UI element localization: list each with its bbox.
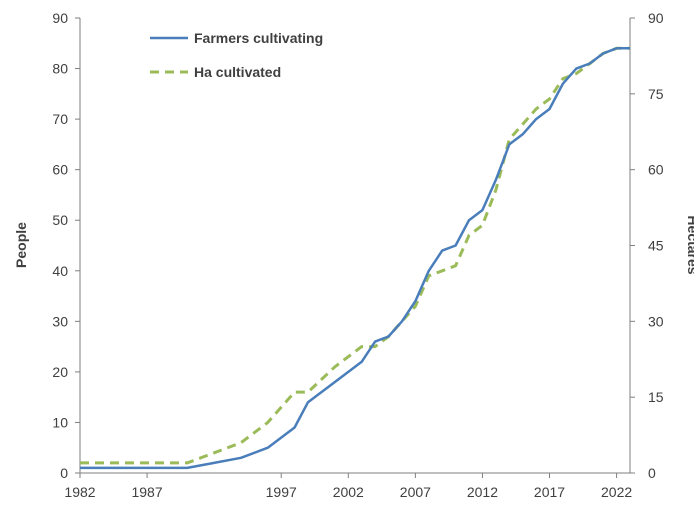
left-tick-label: 80	[52, 61, 68, 77]
left-tick-label: 30	[52, 313, 68, 329]
left-y-ticks: 0 10 20 30 40 50 60 70 80 90	[52, 10, 80, 481]
right-tick-label: 45	[648, 238, 664, 254]
x-ticks: 1982 1987 1997 2002 2007 2012 2017 2022	[64, 473, 632, 500]
right-tick-label: 30	[648, 313, 664, 329]
left-tick-label: 60	[52, 162, 68, 178]
left-tick-label: 10	[52, 414, 68, 430]
x-tick-label: 2022	[601, 484, 632, 500]
x-tick-label: 1987	[131, 484, 162, 500]
right-tick-label: 0	[648, 465, 656, 481]
x-tick-label: 2002	[333, 484, 364, 500]
legend-label-hectares: Ha cultivated	[194, 64, 281, 80]
x-tick-label: 2012	[467, 484, 498, 500]
legend: Farmers cultivating Ha cultivated	[150, 30, 323, 80]
series-line-farmers	[80, 47, 630, 470]
right-axis-title: Hectares	[685, 215, 694, 274]
left-tick-label: 50	[52, 212, 68, 228]
right-tick-label: 90	[648, 10, 664, 26]
right-tick-label: 75	[648, 86, 664, 102]
left-axis-title: People	[13, 222, 29, 268]
left-tick-label: 70	[52, 111, 68, 127]
legend-label-farmers: Farmers cultivating	[194, 30, 323, 46]
x-tick-label: 2017	[534, 484, 565, 500]
x-tick-label: 1997	[266, 484, 297, 500]
right-tick-label: 15	[648, 389, 664, 405]
x-tick-label: 1982	[64, 484, 95, 500]
left-tick-label: 40	[52, 263, 68, 279]
right-y-ticks: 0 15 30 45 60 75 90	[630, 10, 664, 481]
left-tick-label: 20	[52, 364, 68, 380]
x-tick-label: 2007	[400, 484, 431, 500]
series-layer	[80, 46, 630, 470]
left-tick-label: 90	[52, 10, 68, 26]
left-tick-label: 0	[60, 465, 68, 481]
series-line-hectares	[80, 46, 630, 465]
right-tick-label: 60	[648, 162, 664, 178]
